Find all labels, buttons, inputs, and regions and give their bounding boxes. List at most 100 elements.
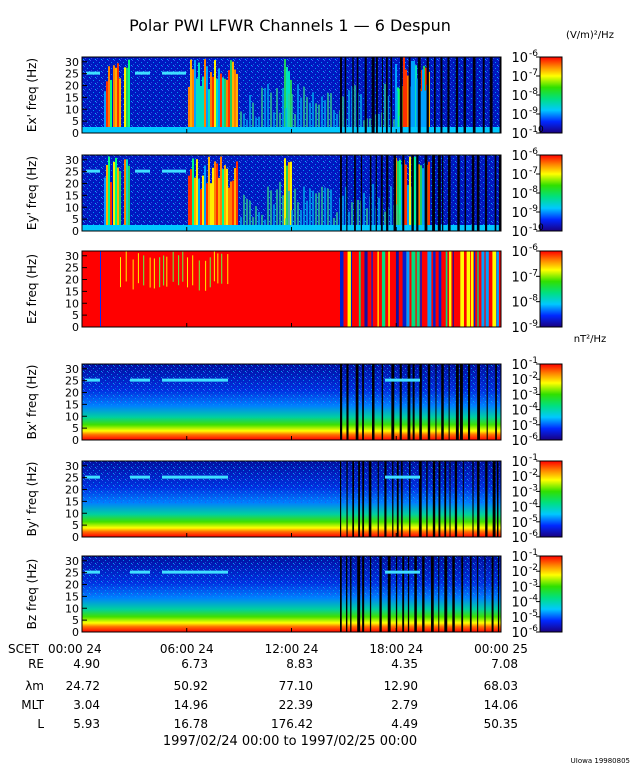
colorbar xyxy=(539,154,563,232)
ephemeris-value: 8.83 xyxy=(286,657,313,671)
spectral-burst xyxy=(126,159,128,231)
data-gap xyxy=(441,364,444,440)
y-tick-label: 20 xyxy=(65,484,79,497)
data-gap xyxy=(455,57,459,133)
spectral-fill xyxy=(360,94,362,133)
spectral-burst xyxy=(405,164,407,231)
spectral-fill xyxy=(282,87,284,133)
spectral-fill xyxy=(378,197,380,231)
spectral-fill xyxy=(264,88,266,133)
spectral-fill xyxy=(327,188,329,231)
spectral-burst xyxy=(210,72,212,133)
data-gap xyxy=(416,251,420,327)
spectral-burst xyxy=(104,177,106,231)
spectral-burst xyxy=(202,76,204,133)
noise-layer xyxy=(82,364,501,406)
data-gap xyxy=(401,461,403,537)
data-gap xyxy=(499,57,502,133)
spectral-fill xyxy=(333,110,335,133)
y-tick-label: 0 xyxy=(72,321,79,334)
data-gap xyxy=(447,155,451,231)
spectral-fill xyxy=(312,92,314,133)
spectral-fill xyxy=(261,214,263,231)
colorbar-tick-base: 10 xyxy=(511,168,528,183)
colorbar-tick-base: 10 xyxy=(511,127,528,142)
data-gap xyxy=(358,461,360,537)
reference-line xyxy=(385,475,420,479)
data-gap xyxy=(406,251,410,327)
data-gap xyxy=(442,155,444,231)
data-gap xyxy=(467,364,471,440)
y-tick-label: 0 xyxy=(72,127,79,140)
colorbar-tick-base: 10 xyxy=(511,485,528,500)
spectral-burst xyxy=(407,184,409,231)
reference-line xyxy=(130,475,150,479)
ephemeris-value: 50.35 xyxy=(484,717,518,731)
spectral-fill xyxy=(246,198,248,231)
spectral-fill xyxy=(243,113,245,133)
y-tick-label: 10 xyxy=(65,507,79,520)
spectral-burst xyxy=(228,187,230,231)
spectral-burst xyxy=(286,165,288,231)
spectral-burst xyxy=(407,75,409,133)
y-tick-label: 30 xyxy=(65,363,79,376)
reference-line xyxy=(85,475,100,479)
reference-line xyxy=(130,570,150,574)
spectral-fill xyxy=(270,190,272,231)
spectral-burst xyxy=(228,70,230,133)
spectral-burst xyxy=(204,59,206,134)
ephemeris-label: MLT xyxy=(21,698,44,712)
spectral-fill xyxy=(246,119,248,133)
colorbar-tick-exponent: -9 xyxy=(529,204,538,214)
reference-line xyxy=(85,378,100,382)
data-gap xyxy=(435,364,437,440)
data-gap xyxy=(437,155,441,231)
colorbar-tick-exponent: -2 xyxy=(529,371,538,381)
spectral-burst xyxy=(188,175,190,231)
colorbar-tick-base: 10 xyxy=(511,388,528,403)
colorbar-tick-base: 10 xyxy=(511,206,528,221)
spectral-fill xyxy=(384,83,386,133)
x-tick-label: 18:00 24 xyxy=(369,642,423,656)
y-tick-label: 30 xyxy=(65,555,79,568)
data-gap xyxy=(447,57,450,133)
panel-y-label: Bx' freq (Hz) xyxy=(25,365,39,440)
colorbar-tick-exponent: -1 xyxy=(529,453,538,463)
y-tick-label: 25 xyxy=(65,472,79,485)
ephemeris-value: 14.06 xyxy=(484,698,518,712)
data-gap xyxy=(449,251,452,327)
spectral-fill xyxy=(342,195,344,231)
spectral-fill xyxy=(366,118,368,133)
spectral-streak xyxy=(182,251,184,282)
spectral-burst xyxy=(420,165,422,231)
spectral-fill xyxy=(333,217,335,231)
spectral-burst xyxy=(409,156,411,231)
spectral-streak xyxy=(163,255,165,286)
spectral-burst xyxy=(234,69,236,133)
data-gap xyxy=(362,364,364,440)
data-gap xyxy=(352,57,354,133)
spectral-fill xyxy=(297,84,299,133)
spectral-burst xyxy=(108,66,110,133)
spectral-fill xyxy=(273,204,275,231)
data-gap xyxy=(340,57,343,133)
spectral-fill xyxy=(255,206,257,231)
spectral-fill xyxy=(270,92,272,133)
reference-line xyxy=(130,378,150,382)
data-gap xyxy=(369,155,372,231)
data-gap xyxy=(459,364,463,440)
y-tick-label: 20 xyxy=(65,274,79,287)
colorbar-tick-exponent: -6 xyxy=(529,624,538,634)
colorbar xyxy=(539,250,563,328)
data-gap xyxy=(462,461,464,537)
spectral-burst xyxy=(128,59,130,134)
reference-line xyxy=(385,378,420,382)
data-gap xyxy=(407,364,411,440)
colorbar-tick-exponent: -5 xyxy=(529,514,538,524)
y-tick-label: 5 xyxy=(72,614,79,627)
spectral-burst xyxy=(220,73,222,133)
spectral-streak xyxy=(187,257,189,288)
spectral-burst xyxy=(192,69,194,133)
spectral-burst xyxy=(208,89,210,133)
